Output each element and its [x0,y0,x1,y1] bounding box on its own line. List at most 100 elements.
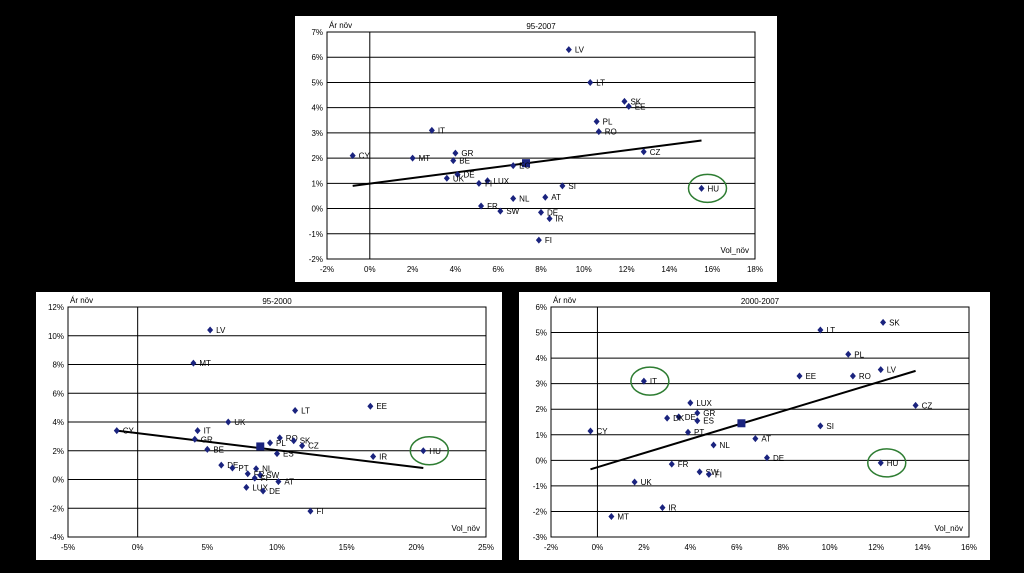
data-point-de [675,413,682,421]
data-point-cz [640,148,647,156]
y-tick-label: 5% [535,329,547,338]
data-label-lux: LUX [696,399,712,408]
y-tick-label: 6% [52,389,64,398]
y-axis-label: Ár növ [553,296,576,305]
data-point-es [274,450,280,458]
x-tick-label: 8% [777,543,789,552]
chart-title: 2000-2007 [741,297,780,306]
data-label-cz: CZ [922,401,933,410]
highlight-circle-hu [867,448,907,478]
x-tick-label: 2% [638,543,650,552]
data-point-ee [367,402,374,410]
data-label-sw: SW [506,207,519,216]
y-tick-label: -2% [533,507,547,516]
data-point-uk [631,478,638,486]
data-label-fr: FR [487,202,498,211]
y-tick-label: 6% [535,303,547,312]
y-tick-label: 6% [311,53,323,62]
scatter-chart-95-2007: -2% -1% 0% 1% 2% 3% 4% 5% 6% 7% -2% 0% 2% 4% 6% 8% 10% 12… [309,21,763,274]
chart-panel-2000-2007: -3% -2% -1% 0% 1% 2% 3% 4% 5% 6% -2% 0% 2% 4% 6% 8% 10% 1… [519,292,990,560]
y-tick-label: 8% [52,361,64,370]
data-point-mt [409,154,416,162]
y-tick-label: -1% [309,230,323,239]
data-point-sk [880,318,887,326]
data-label-lux: LUX [252,483,268,492]
data-label-ro: RO [605,128,617,137]
data-label-de: DE [464,171,475,180]
data-point-mt [608,513,615,521]
data-label-pt: PT [694,428,704,437]
data-label-sk: SK [300,437,311,446]
data-label-pt: PT [238,464,248,473]
y-tick-label: 0% [311,205,323,214]
data-point-cz [299,442,306,450]
x-tick-label: 2% [407,265,419,274]
data-point-fi [475,179,482,187]
x-tick-label: 4% [685,543,697,552]
data-point-sw [497,207,504,215]
x-tick-label: 12% [619,265,635,274]
data-label-es: ES [283,450,294,459]
x-tick-label: 15% [339,543,355,552]
y-tick-label: 2% [52,447,64,456]
data-point-lux [243,483,250,491]
data-point-dk [664,414,671,422]
data-label-uk: UK [641,478,653,487]
y-tick-label: -1% [533,482,547,491]
data-point-fi [251,474,258,482]
data-point-lt [587,78,594,86]
trendline [116,429,424,469]
x-tick-label: 14% [915,543,931,552]
y-tick-label: 0% [52,476,64,485]
data-point-lv [207,326,214,334]
highlight-circle-it [630,366,670,396]
data-label-nl: NL [262,465,273,474]
data-label-sw: SW [706,468,719,477]
x-tick-label: 20% [408,543,424,552]
data-label-lt: LT [596,78,605,87]
x-axis-label: Vol_növ [935,524,963,533]
x-tick-label: 5% [202,543,214,552]
plot-area [326,31,756,260]
y-tick-label: 5% [311,78,323,87]
data-point-lux [687,399,694,407]
data-point-sw [257,471,264,479]
data-label-fr: FR [678,460,689,469]
data-label-si: SI [826,422,834,431]
data-label-ro: RO [859,372,871,381]
data-point-pl [845,350,852,358]
data-point-hu [420,447,427,455]
data-label-ee: EE [635,102,646,111]
y-tick-label: 4% [535,354,547,363]
data-label-mt: MT [199,359,211,368]
data-label-hu: HU [887,459,899,468]
data-point-nl [253,465,260,473]
x-tick-label: -5% [61,543,75,552]
y-tick-label: 2% [311,154,323,163]
data-point-cz [912,401,919,409]
data-point-it [194,427,201,435]
data-point-nl [510,194,517,202]
data-label-nl: NL [519,194,530,203]
y-tick-label: -3% [533,533,547,542]
data-label-sw: SW [266,471,279,480]
data-label-de: DE [547,208,558,217]
data-label-ee: EE [805,372,816,381]
data-point-be [450,157,457,165]
data-point-fr [478,202,485,210]
data-point-nl [710,441,717,449]
data-point-hu [877,459,884,467]
data-point-ec [510,162,517,170]
x-tick-label: 6% [731,543,743,552]
data-label-de: DE [269,487,280,496]
data-label-sk: SK [630,97,641,106]
data-point-de [538,208,544,216]
data-label-nl: NL [720,441,731,450]
data-label-uk: UK [453,174,465,183]
data-point-lt [292,407,299,414]
data-label-lt: LT [301,407,310,416]
data-label-hu: HU [708,184,720,193]
data-point-it [428,126,435,134]
data-point-at [752,435,759,443]
data-label-ir: IR [379,453,387,462]
